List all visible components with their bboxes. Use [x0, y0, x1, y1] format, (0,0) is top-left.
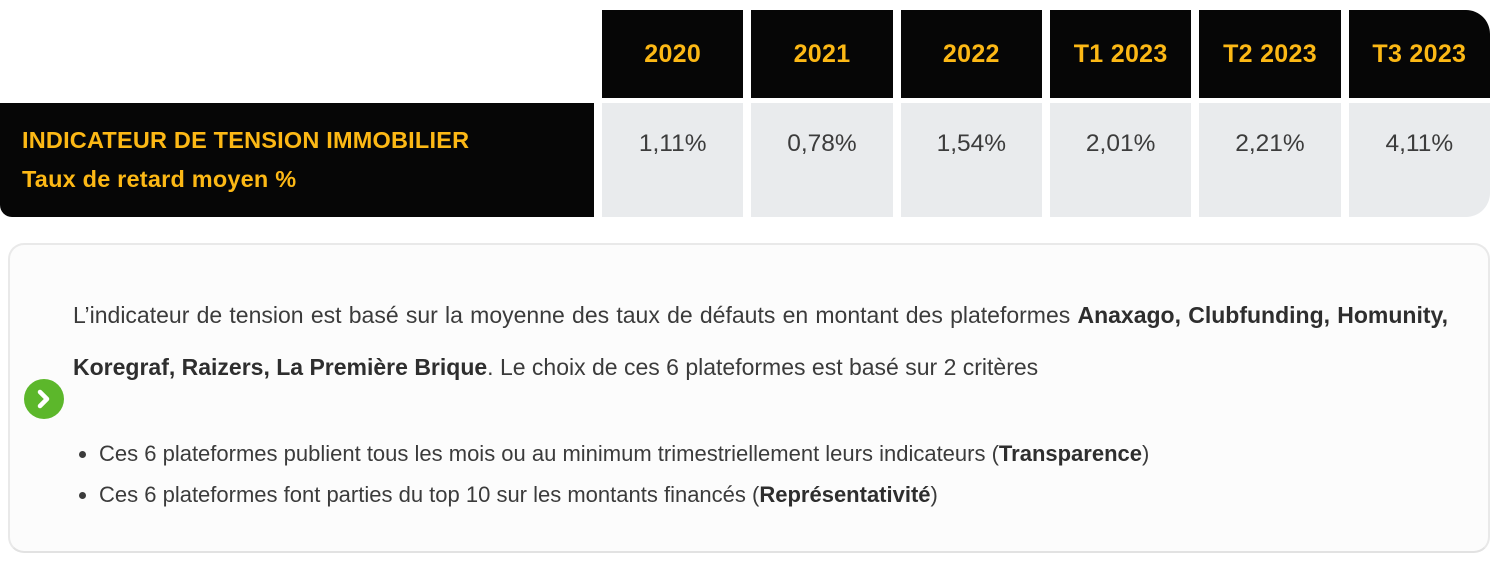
paragraph-text-start: L’indicateur de tension est basé sur la … — [73, 302, 1078, 328]
methodology-paragraph: L’indicateur de tension est basé sur la … — [73, 289, 1448, 393]
criteria-item-transparence: Ces 6 plateformes publient tous les mois… — [99, 433, 1448, 474]
value-cell-2021: 0,78% — [751, 103, 893, 217]
platform-names-bold: Anaxago, Clubfunding, Homunity, Koregraf… — [73, 302, 1448, 380]
criteria-text: Ces 6 plateformes publient tous les mois… — [99, 441, 999, 466]
chevron-right-circle-icon — [24, 379, 64, 419]
column-header-t3-2023: T3 2023 — [1348, 10, 1490, 98]
paragraph-text-end: . Le choix de ces 6 plateformes est basé… — [487, 354, 1039, 380]
criteria-suffix: ) — [930, 482, 938, 507]
value-cell-2022: 1,54% — [900, 103, 1042, 217]
table-corner-spacer — [0, 10, 594, 98]
value-cell-t3-2023: 4,11% — [1348, 103, 1490, 217]
value-cell-t1-2023: 2,01% — [1049, 103, 1192, 217]
value-cell-t2-2023: 2,21% — [1199, 103, 1341, 217]
methodology-note-body: L’indicateur de tension est basé sur la … — [10, 245, 1488, 515]
row-label-cell: INDICATEUR DE TENSION IMMOBILIER Taux de… — [0, 103, 594, 217]
column-header-2021: 2021 — [751, 10, 893, 98]
row-label-title: INDICATEUR DE TENSION IMMOBILIER — [22, 127, 470, 153]
criteria-item-representativite: Ces 6 plateformes font parties du top 10… — [99, 474, 1448, 515]
criteria-text: Ces 6 plateformes font parties du top 10… — [99, 482, 760, 507]
criteria-list: Ces 6 plateformes publient tous les mois… — [99, 433, 1448, 515]
column-header-t1-2023: T1 2023 — [1049, 10, 1192, 98]
criteria-bold-term: Représentativité — [759, 482, 931, 507]
criteria-suffix: ) — [1142, 441, 1150, 466]
tension-indicator-table: 2020 2021 2022 T1 2023 T2 2023 T3 2023 I… — [0, 10, 1490, 217]
column-header-2020: 2020 — [602, 10, 744, 98]
value-cell-2020: 1,11% — [602, 103, 744, 217]
column-header-2022: 2022 — [900, 10, 1042, 98]
methodology-note-card: L’indicateur de tension est basé sur la … — [8, 243, 1490, 553]
criteria-bold-term: Transparence — [998, 441, 1142, 466]
column-header-t2-2023: T2 2023 — [1199, 10, 1341, 98]
row-label-subtitle: Taux de retard moyen % — [22, 166, 297, 192]
